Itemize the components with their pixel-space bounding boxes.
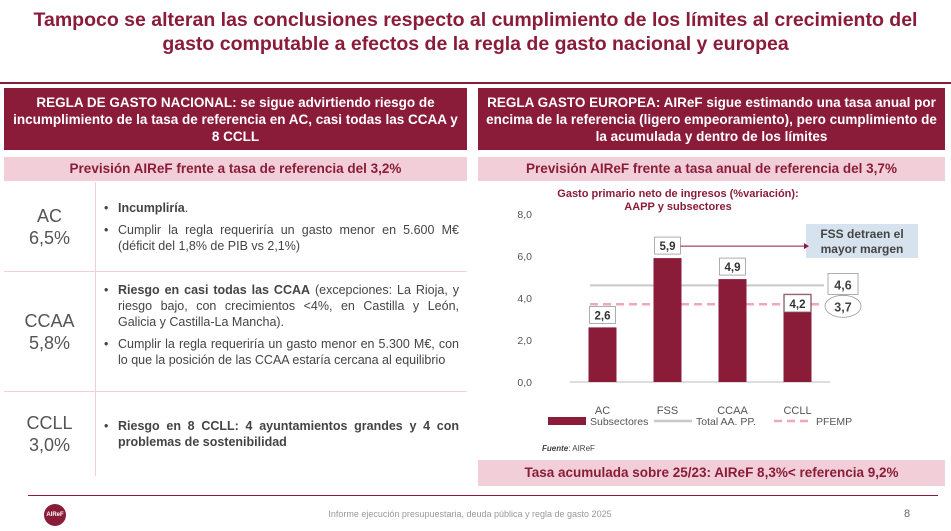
national-rule-header-text: REGLA DE GASTO NACIONAL: se sigue advirt… bbox=[13, 94, 458, 144]
table-row-ac: AC 6,5% Incumpliría. Cumplir la regla re… bbox=[4, 182, 467, 272]
annotation-arrowhead bbox=[804, 243, 809, 250]
data-label-box bbox=[784, 294, 811, 313]
pfemp-label-ellipse bbox=[824, 294, 862, 318]
row-name: CCAA bbox=[24, 310, 75, 331]
legend-label: Subsectores bbox=[590, 416, 648, 428]
chart-title-line1: Gasto primario neto de ingresos (%variac… bbox=[557, 188, 798, 200]
x-tick-label: CCLL bbox=[783, 405, 811, 417]
bullet-text: (excepciones: La Rioja, y riesgo bajo, c… bbox=[118, 283, 459, 329]
row-label: CCAA 5,8% bbox=[4, 272, 96, 391]
data-label-box bbox=[719, 257, 746, 276]
bullet-bold: Incumpliría bbox=[118, 201, 185, 215]
y-tick-label: 2,0 bbox=[517, 335, 532, 347]
title-divider bbox=[0, 82, 951, 84]
bullet: Incumpliría. bbox=[104, 200, 459, 216]
table-row-ccll: CCLL 3,0% Riesgo en 8 CCLL: 4 ayuntamien… bbox=[4, 392, 467, 476]
data-label: 4,2 bbox=[790, 299, 806, 311]
bar-ccaa bbox=[718, 279, 747, 382]
row-body: Riesgo en 8 CCLL: 4 ayuntamientos grande… bbox=[104, 418, 459, 456]
footer-divider bbox=[28, 495, 938, 496]
legend-label: PFEMP bbox=[816, 416, 852, 428]
row-label: AC 6,5% bbox=[4, 182, 96, 271]
x-tick-label: AC bbox=[595, 405, 610, 417]
legend-swatch-subsectores bbox=[548, 417, 586, 425]
european-subheader: Previsión AIReF frente a tasa anual de r… bbox=[478, 157, 945, 181]
bar-fss bbox=[653, 258, 682, 382]
x-tick-label: CCAA bbox=[717, 405, 748, 417]
bullet-text: . bbox=[184, 201, 189, 215]
bullet-bold: Riesgo en 8 CCLL: 4 ayuntamientos grande… bbox=[118, 419, 459, 449]
row-name: CCLL bbox=[26, 413, 73, 433]
national-rule-header: REGLA DE GASTO NACIONAL: se sigue advirt… bbox=[4, 88, 467, 150]
data-label: 4,9 bbox=[725, 262, 741, 274]
bullet: Riesgo en casi todas las CCAA (excepcion… bbox=[104, 282, 459, 330]
row-value: 5,8% bbox=[28, 332, 71, 353]
annotation-line1: FSS detraen el bbox=[820, 227, 903, 241]
chart-svg: Gasto primario neto de ingresos (%variac… bbox=[517, 188, 918, 453]
page-title: Tampoco se alteran las conclusiones resp… bbox=[33, 9, 918, 55]
bullet: Cumplir la regla requeriría un gasto men… bbox=[104, 222, 459, 254]
page-number: 8 bbox=[904, 508, 911, 520]
data-label-box bbox=[589, 306, 616, 324]
source-note: Fuente: AIReF bbox=[542, 444, 595, 453]
total-label: 4,6 bbox=[834, 278, 851, 292]
row-value: 3,0% bbox=[28, 435, 71, 455]
data-label: 2,6 bbox=[595, 310, 611, 322]
y-tick-label: 6,0 bbox=[517, 251, 532, 263]
row-body: Riesgo en casi todas las CCAA (excepcion… bbox=[104, 282, 459, 374]
annotation-box bbox=[806, 224, 918, 258]
source-value: : AIReF bbox=[568, 444, 595, 453]
row-value: 6,5% bbox=[28, 227, 71, 248]
footer-text: Informe ejecución presupuestaria, deuda … bbox=[328, 509, 612, 519]
bar-ac bbox=[588, 327, 617, 382]
cumulative-rate-band: Tasa acumulada sobre 25/23: AIReF 8,3%< … bbox=[478, 460, 945, 486]
y-tick-label: 8,0 bbox=[517, 209, 532, 221]
pfemp-label: 3,7 bbox=[834, 300, 851, 314]
x-tick-label: FSS bbox=[657, 405, 678, 417]
row-name: AC bbox=[36, 205, 62, 226]
source-label: Fuente bbox=[542, 444, 569, 453]
total-label-box bbox=[827, 273, 859, 295]
expenditure-chart: Gasto primario neto de ingresos (%variac… bbox=[478, 182, 945, 458]
table-row-ccaa: CCAA 5,8% Riesgo en casi todas las CCAA … bbox=[4, 272, 467, 392]
data-label: 5,9 bbox=[660, 241, 676, 253]
y-tick-label: 0,0 bbox=[517, 377, 532, 389]
row-body: Incumpliría. Cumplir la regla requeriría… bbox=[104, 200, 459, 260]
bullet: Riesgo en 8 CCLL: 4 ayuntamientos grande… bbox=[104, 418, 459, 450]
annotation-line2: mayor margen bbox=[821, 242, 904, 256]
bullet: Cumplir la regla requeriría un gasto men… bbox=[104, 336, 459, 368]
bullet-bold: Riesgo en casi todas las CCAA bbox=[118, 283, 311, 297]
european-rule-header-text: REGLA GASTO EUROPEA: AIReF sigue estiman… bbox=[486, 94, 937, 144]
chart-title-line2: AAPP y subsectores bbox=[624, 201, 731, 213]
legend-label: Total AA. PP. bbox=[696, 416, 756, 428]
national-subheader: Previsión AIReF frente a tasa de referen… bbox=[4, 157, 467, 181]
y-tick-label: 4,0 bbox=[517, 293, 532, 305]
european-rule-header: REGLA GASTO EUROPEA: AIReF sigue estiman… bbox=[478, 88, 945, 150]
row-label: CCLL 3,0% bbox=[4, 392, 96, 476]
national-rule-table: AC 6,5% Incumpliría. Cumplir la regla re… bbox=[4, 182, 467, 476]
airef-logo: AIReF bbox=[44, 504, 66, 526]
